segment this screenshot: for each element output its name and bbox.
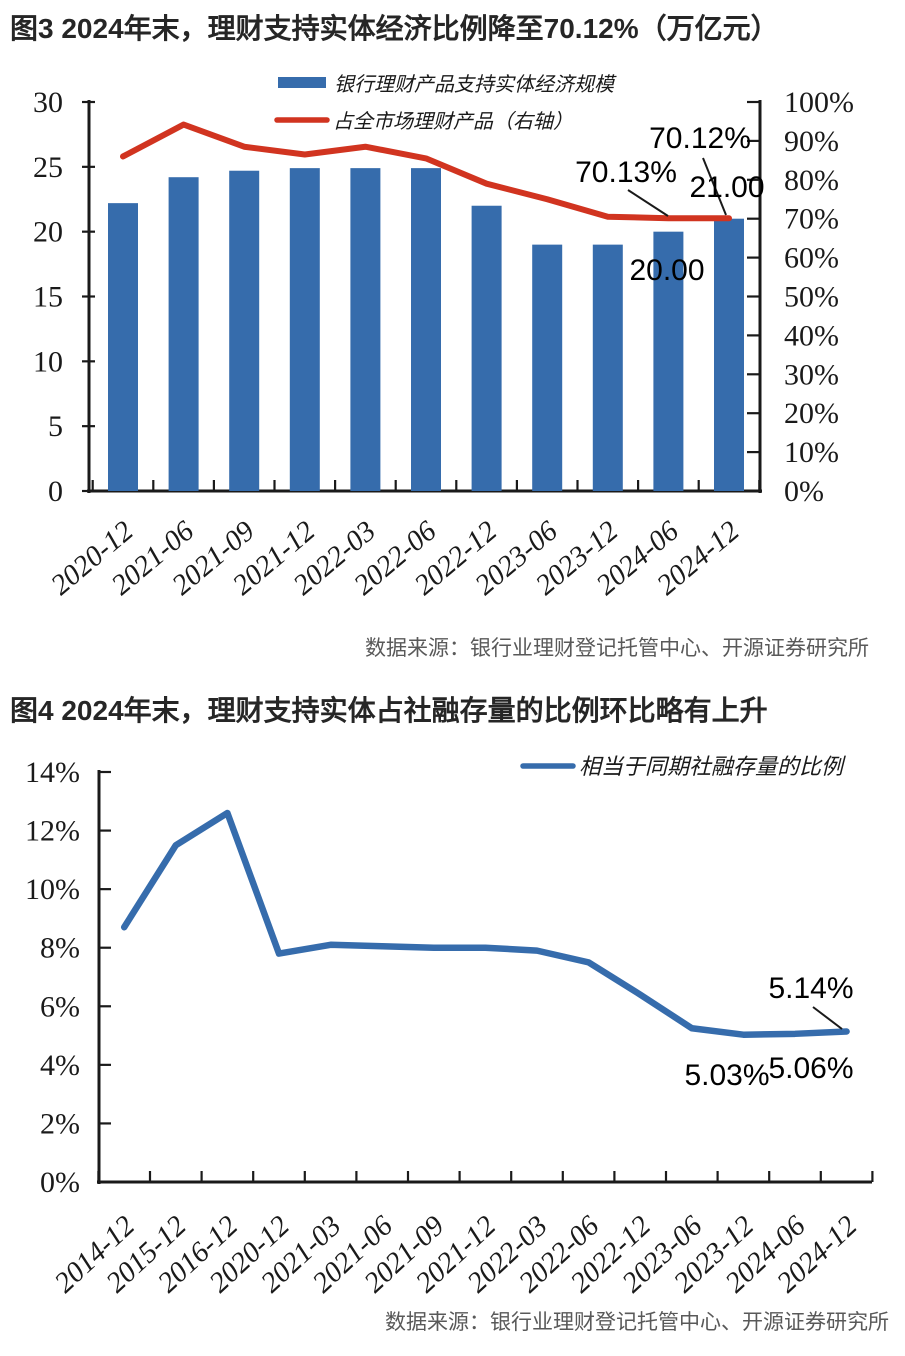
figure3-title: 图3 2024年末，理财支持实体经济比例降至70.12%（万亿元）: [10, 13, 779, 44]
bar-2020-12: [108, 203, 138, 491]
data-label-annotation: 21.00: [689, 171, 764, 204]
annotation-leader-line: [702, 157, 727, 216]
bar-2024-06: [653, 231, 684, 491]
left-axis-tick-label: 0: [48, 475, 63, 508]
left-axis-tick-label: 8%: [40, 932, 80, 965]
right-axis-tick-label: 10%: [784, 436, 839, 469]
legend-bar-swatch: [278, 77, 326, 88]
right-axis-tick-label: 40%: [784, 319, 839, 352]
data-label-annotation: 5.06%: [768, 1052, 853, 1085]
right-axis-tick-label: 30%: [784, 358, 839, 391]
right-axis-tick-label: 20%: [784, 397, 839, 430]
left-axis-tick-label: 14%: [25, 756, 80, 789]
left-axis-tick-label: 6%: [40, 990, 80, 1023]
bar-2021-09: [229, 170, 260, 491]
figure4-source: 数据来源：银行业理财登记托管中心、开源证券研究所: [385, 1311, 889, 1334]
bar-2022-03: [350, 168, 381, 491]
annotation-leader-line: [812, 1006, 843, 1030]
bar-2023-12: [592, 244, 623, 491]
right-axis-tick-label: 70%: [784, 203, 839, 236]
legend-label: 相当于同期社融存量的比例: [579, 754, 846, 779]
legend-label: 银行理财产品支持实体经济规模: [334, 74, 617, 96]
left-axis-tick-label: 4%: [40, 1049, 80, 1082]
bar-2021-06: [168, 177, 199, 491]
right-axis-tick-label: 90%: [784, 125, 839, 158]
figure3-source: 数据来源：银行业理财登记托管中心、开源证券研究所: [365, 637, 869, 660]
right-axis-tick-label: 100%: [784, 86, 854, 119]
annotation-leader-line: [627, 189, 669, 217]
series-line: [120, 121, 732, 222]
left-axis-tick-label: 5: [48, 410, 63, 443]
left-axis-tick-label: 25: [33, 151, 63, 184]
left-axis-tick-label: 12%: [25, 815, 80, 848]
left-axis-tick-label: 0%: [40, 1166, 80, 1199]
left-axis-tick-label: 2%: [40, 1107, 80, 1140]
left-axis-tick-label: 15: [33, 281, 63, 314]
legend-label: 占全市场理财产品（右轴）: [333, 110, 573, 133]
figure4-title: 图4 2024年末，理财支持实体占社融存量的比例环比略有上升: [10, 695, 768, 726]
bar-2022-06: [411, 168, 441, 491]
bar-2023-06: [532, 244, 563, 491]
figure3-chart: 0 5 10 15 20 25 30 0% 10% 20% 30% 40% 50% 60% 70% 80% 90…: [33, 74, 854, 602]
data-label-annotation: 5.14%: [768, 972, 853, 1005]
series-line: [120, 809, 850, 1038]
right-axis-tick-label: 80%: [784, 164, 839, 197]
left-axis-tick-label: 20: [33, 216, 63, 249]
left-axis-tick-label: 10: [33, 345, 63, 378]
data-label-annotation: 5.03%: [684, 1059, 769, 1092]
bar-2021-12: [289, 168, 320, 491]
left-axis-tick-label: 30: [33, 86, 63, 119]
data-label-annotation: 70.13%: [575, 156, 677, 189]
figure4-chart: 0%2%4%6%8%10%12%14%2014-122015-122016-12…: [25, 754, 874, 1299]
left-axis-tick-label: 10%: [25, 873, 80, 906]
right-axis-tick-label: 60%: [784, 242, 839, 275]
bar-2022-12: [471, 205, 502, 491]
data-label-annotation: 70.12%: [649, 122, 751, 155]
data-label-annotation: 20.00: [629, 254, 704, 287]
right-axis-tick-label: 0%: [784, 475, 824, 508]
bar-2024-12: [714, 218, 744, 491]
right-axis-tick-label: 50%: [784, 281, 839, 314]
